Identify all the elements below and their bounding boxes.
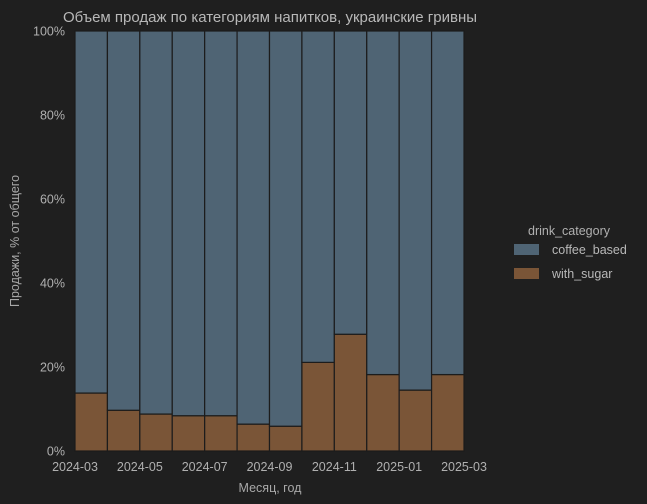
legend: drink_category coffee_based with_sugar xyxy=(514,224,627,281)
bar-with_sugar-2024-09 xyxy=(268,425,303,452)
bar-with_sugar-2024-04 xyxy=(106,409,141,452)
y-tick-label: 0% xyxy=(47,445,65,459)
x-axis-ticks: 2024-03 2024-05 2024-07 2024-09 2024-11 2025-… xyxy=(52,460,487,474)
bar-coffee_based-2024-07 xyxy=(204,30,238,417)
legend-label-with_sugar: with_sugar xyxy=(551,267,612,281)
bar-coffee_based-2024-04 xyxy=(106,30,141,411)
x-axis-label: Месяц, год xyxy=(239,481,303,495)
y-tick-label: 40% xyxy=(40,277,65,291)
bar-coffee_based-2024-10 xyxy=(301,30,335,363)
x-tick-label: 2024-03 xyxy=(52,460,98,474)
legend-title: drink_category xyxy=(528,224,611,238)
legend-label-coffee_based: coffee_based xyxy=(552,243,627,257)
bar-coffee_based-2025-01 xyxy=(398,30,433,391)
bars-group xyxy=(74,30,465,452)
bar-coffee_based-2024-05 xyxy=(139,30,173,415)
x-tick-label: 2024-05 xyxy=(117,460,163,474)
bar-with_sugar-2025-02 xyxy=(430,373,465,452)
bar-with_sugar-2025-01 xyxy=(398,389,433,452)
bar-coffee_based-2024-03 xyxy=(74,30,109,394)
y-axis-ticks: 0% 20% 40% 60% 80% 100% xyxy=(33,25,65,459)
bar-with_sugar-2024-03 xyxy=(74,392,109,452)
bar-with_sugar-2024-11 xyxy=(333,333,368,452)
x-tick-label: 2024-11 xyxy=(312,460,357,474)
y-axis-label: Продажи, % от общего xyxy=(8,175,22,307)
bar-with_sugar-2024-07 xyxy=(204,415,238,452)
bar-with_sugar-2024-08 xyxy=(236,423,271,452)
x-tick-label: 2024-07 xyxy=(182,460,228,474)
bar-coffee_based-2024-06 xyxy=(171,30,206,417)
bar-coffee_based-2024-09 xyxy=(268,30,303,427)
y-tick-label: 60% xyxy=(40,193,65,207)
x-tick-label: 2024-09 xyxy=(247,460,293,474)
y-tick-label: 20% xyxy=(40,361,65,375)
bar-coffee_based-2024-08 xyxy=(236,30,271,425)
bar-coffee_based-2025-02 xyxy=(430,30,465,376)
x-tick-label: 2025-03 xyxy=(441,460,487,474)
x-tick-label: 2025-01 xyxy=(376,460,422,474)
bar-with_sugar-2024-10 xyxy=(301,361,335,452)
y-tick-label: 80% xyxy=(40,109,65,123)
bar-coffee_based-2024-11 xyxy=(333,30,368,335)
y-tick-label: 100% xyxy=(33,25,65,39)
legend-swatch-coffee_based xyxy=(514,244,539,255)
bar-with_sugar-2024-06 xyxy=(171,415,206,452)
legend-swatch-with_sugar xyxy=(514,268,539,279)
bar-with_sugar-2024-05 xyxy=(139,413,173,452)
bar-with_sugar-2024-12 xyxy=(366,373,400,452)
chart-title: Объем продаж по категориям напитков, укр… xyxy=(63,9,477,26)
bar-coffee_based-2024-12 xyxy=(366,30,400,376)
